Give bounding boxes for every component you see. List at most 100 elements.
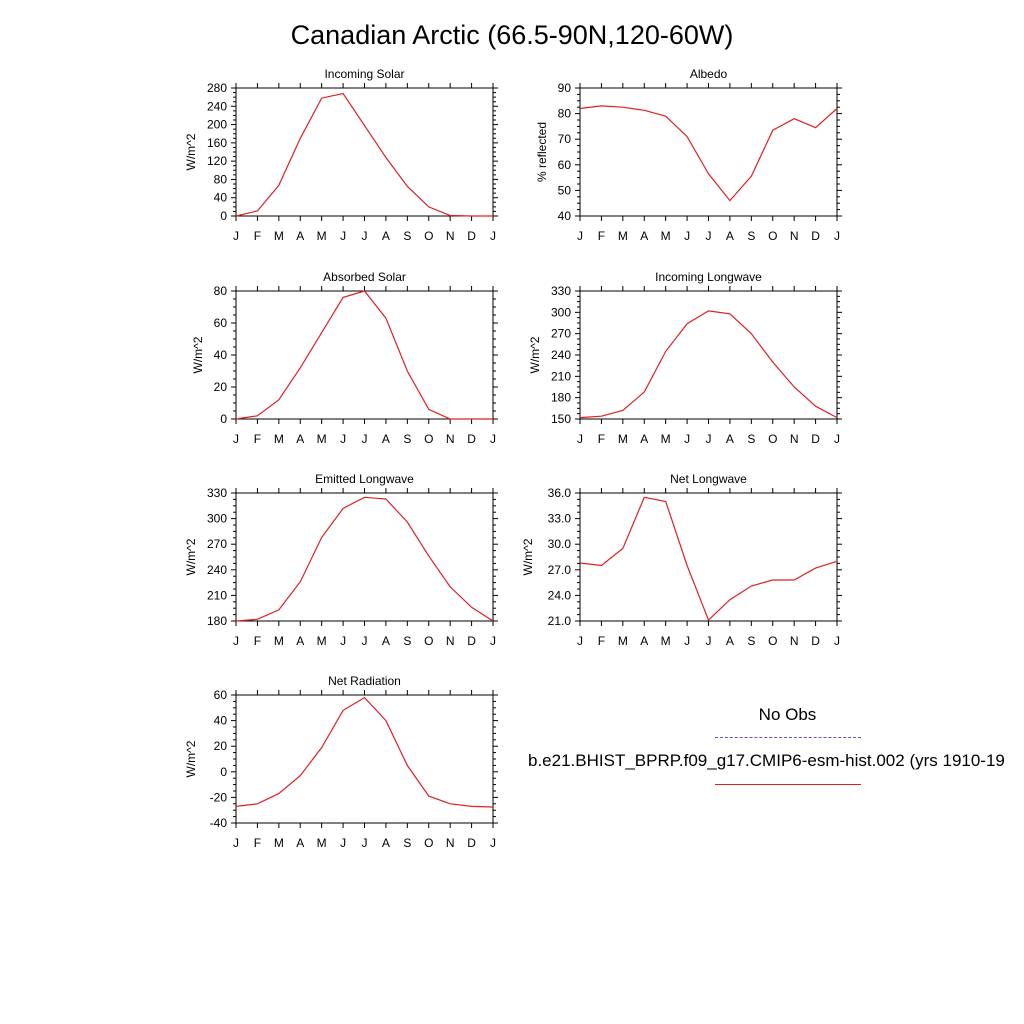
plot-frame bbox=[579, 290, 838, 420]
y-tick-label: 20 bbox=[214, 739, 228, 753]
y-tick-label: 280 bbox=[207, 81, 227, 95]
y-tick-label: 90 bbox=[558, 81, 572, 95]
x-tick-label: A bbox=[640, 229, 648, 243]
y-axis-label: W/m^2 bbox=[528, 336, 542, 373]
chart-title: Incoming Solar bbox=[324, 67, 404, 81]
y-tick-label: 240 bbox=[207, 563, 227, 577]
x-tick-label: N bbox=[790, 634, 799, 648]
x-tick-label: M bbox=[661, 432, 671, 446]
y-axis-label: W/m^2 bbox=[191, 336, 205, 373]
y-tick-label: 0 bbox=[220, 209, 227, 223]
x-tick-label: J bbox=[684, 229, 690, 243]
model-series-line bbox=[235, 290, 493, 420]
legend-model-label: b.e21.BHIST_BPRP.f09_g17.CMIP6-esm-hist.… bbox=[528, 751, 1005, 770]
y-axis-label: W/m^2 bbox=[184, 740, 198, 777]
x-tick-label: N bbox=[446, 634, 455, 648]
y-tick-label: 120 bbox=[207, 154, 227, 168]
x-tick-label: A bbox=[382, 432, 390, 446]
x-tick-label: J bbox=[340, 836, 346, 850]
y-tick-label: 70 bbox=[558, 132, 572, 146]
y-tick-label: -40 bbox=[210, 816, 228, 830]
y-tick-label: 200 bbox=[207, 118, 227, 132]
x-tick-label: J bbox=[706, 634, 712, 648]
y-tick-label: 160 bbox=[207, 136, 227, 150]
x-tick-label: M bbox=[317, 836, 327, 850]
x-tick-label: J bbox=[834, 229, 840, 243]
x-tick-label: F bbox=[598, 229, 605, 243]
y-tick-label: 27.0 bbox=[548, 563, 572, 577]
x-tick-label: J bbox=[233, 229, 239, 243]
y-tick-label: 150 bbox=[551, 412, 571, 426]
x-tick-label: J bbox=[577, 634, 583, 648]
x-tick-label: O bbox=[768, 432, 777, 446]
x-tick-label: J bbox=[490, 229, 496, 243]
x-tick-label: S bbox=[747, 229, 755, 243]
x-tick-label: J bbox=[834, 432, 840, 446]
legend-obs-label: No Obs bbox=[758, 705, 817, 724]
model-series-line bbox=[579, 105, 838, 202]
x-tick-label: J bbox=[362, 229, 368, 243]
x-tick-label: J bbox=[834, 634, 840, 648]
y-tick-label: 330 bbox=[207, 486, 227, 500]
x-tick-label: M bbox=[274, 229, 284, 243]
y-tick-label: 33.0 bbox=[548, 512, 572, 526]
model-series-line bbox=[579, 310, 838, 419]
y-tick-label: 36.0 bbox=[548, 486, 572, 500]
y-tick-label: 60 bbox=[214, 688, 228, 702]
y-tick-label: 60 bbox=[214, 316, 228, 330]
x-tick-label: S bbox=[403, 229, 411, 243]
x-tick-label: S bbox=[403, 836, 411, 850]
y-axis-label: W/m^2 bbox=[521, 538, 535, 575]
y-tick-label: 300 bbox=[207, 512, 227, 526]
y-tick-label: 0 bbox=[220, 765, 227, 779]
x-tick-label: J bbox=[340, 634, 346, 648]
y-tick-label: 210 bbox=[207, 588, 227, 602]
x-tick-label: A bbox=[382, 836, 390, 850]
chart-title: Albedo bbox=[690, 67, 728, 81]
x-tick-label: M bbox=[661, 229, 671, 243]
x-tick-label: J bbox=[684, 634, 690, 648]
model-series-line bbox=[579, 496, 838, 622]
y-tick-label: 330 bbox=[551, 284, 571, 298]
x-tick-label: J bbox=[340, 229, 346, 243]
y-tick-label: -20 bbox=[210, 790, 228, 804]
x-tick-label: J bbox=[706, 432, 712, 446]
x-tick-label: O bbox=[768, 634, 777, 648]
y-tick-label: 300 bbox=[551, 305, 571, 319]
x-tick-label: J bbox=[362, 836, 368, 850]
x-tick-label: J bbox=[577, 432, 583, 446]
x-tick-label: D bbox=[467, 432, 476, 446]
model-series-line bbox=[235, 696, 494, 808]
x-tick-label: S bbox=[747, 634, 755, 648]
x-tick-label: M bbox=[274, 634, 284, 648]
x-tick-label: O bbox=[424, 229, 433, 243]
legend-model-line bbox=[715, 784, 861, 785]
x-tick-label: A bbox=[296, 836, 304, 850]
x-tick-label: A bbox=[726, 229, 734, 243]
plot-frame bbox=[235, 492, 494, 622]
y-tick-label: 40 bbox=[558, 209, 572, 223]
plot-frame bbox=[235, 290, 494, 420]
x-tick-label: A bbox=[296, 229, 304, 243]
model-series-line bbox=[235, 92, 493, 217]
x-tick-label: M bbox=[274, 836, 284, 850]
y-tick-label: 50 bbox=[558, 183, 572, 197]
x-tick-label: J bbox=[577, 229, 583, 243]
y-tick-label: 80 bbox=[214, 284, 228, 298]
legend-obs-line bbox=[715, 737, 861, 738]
x-tick-label: J bbox=[362, 634, 368, 648]
x-tick-label: A bbox=[726, 432, 734, 446]
x-tick-label: M bbox=[661, 634, 671, 648]
x-tick-label: A bbox=[382, 229, 390, 243]
y-tick-label: 24.0 bbox=[548, 588, 572, 602]
x-tick-label: D bbox=[467, 836, 476, 850]
x-tick-label: J bbox=[233, 836, 239, 850]
y-tick-label: 0 bbox=[220, 412, 227, 426]
x-tick-label: A bbox=[296, 634, 304, 648]
x-tick-label: M bbox=[317, 634, 327, 648]
y-tick-label: 270 bbox=[207, 537, 227, 551]
x-tick-label: N bbox=[790, 432, 799, 446]
